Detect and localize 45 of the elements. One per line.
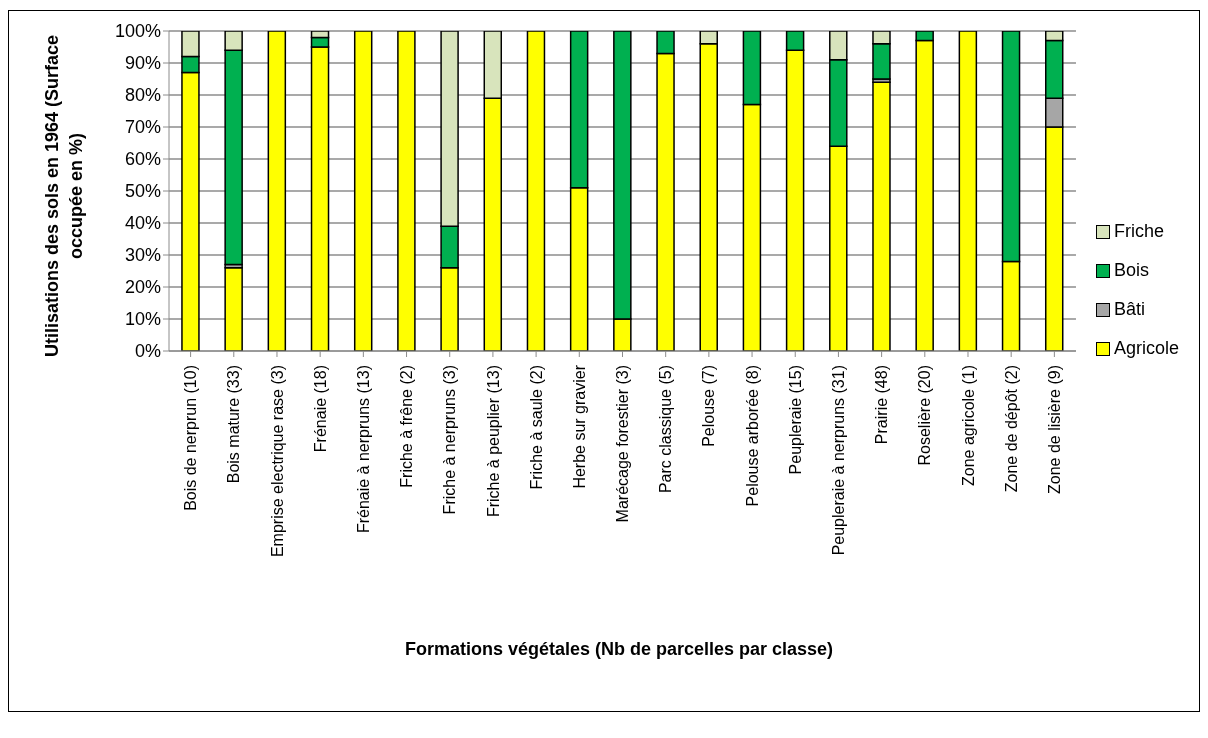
x-tick-label: Pelouse arborée (8) xyxy=(743,365,761,507)
x-tick-label: Peupleraie à nerpruns (31) xyxy=(830,365,848,556)
x-tick-label: Prairie (48) xyxy=(873,365,891,445)
x-tick-label: Zone de dépôt (2) xyxy=(1002,365,1020,493)
x-tick-label: Pelouse (7) xyxy=(700,365,718,447)
y-tick-label: 70% xyxy=(124,117,161,138)
x-tick-label: Zone agricole (1) xyxy=(959,365,977,486)
y-tick-label: 50% xyxy=(124,181,161,202)
x-tick-label: Bois mature (33) xyxy=(225,365,243,484)
x-axis-title: Formations végétales (Nb de parcelles par classe) xyxy=(403,639,835,660)
x-tick-label: Bois de nerprun (10) xyxy=(182,365,200,511)
y-tick-label: 0% xyxy=(134,341,161,362)
x-tick-label: Friche à peuplier (13) xyxy=(484,365,502,518)
bar xyxy=(224,267,243,351)
bar xyxy=(958,31,978,351)
x-tick-label: Herbe sur gravier xyxy=(570,364,588,489)
legend-label: Bâti xyxy=(1113,299,1145,320)
x-tick-label: Parc classique (5) xyxy=(657,365,675,494)
legend-label: Agricole xyxy=(1113,338,1179,359)
x-tick-label: Roselière (20) xyxy=(916,365,934,466)
y-axis-title: Utilisations des sols en 1964 (Surface occupée en %) xyxy=(41,33,87,360)
y-tick-label: 80% xyxy=(124,85,161,106)
x-tick-label: Friche à frêne (2) xyxy=(398,365,416,488)
y-tick-label: 100% xyxy=(114,21,161,42)
x-tick-label: Frénaie à nerpruns (13) xyxy=(354,365,372,534)
x-tick-label: Peupleraie (15) xyxy=(786,365,804,475)
y-tick-label: 20% xyxy=(124,277,161,298)
bar xyxy=(872,81,891,351)
bar xyxy=(526,31,546,351)
y-tick-label: 10% xyxy=(124,309,161,330)
x-tick-label: Marécage forestier (3) xyxy=(614,365,632,523)
legend-label: Friche xyxy=(1113,221,1164,242)
y-tick-label: 40% xyxy=(124,213,161,234)
x-tick-label: Zone de lisière (9) xyxy=(1045,365,1063,494)
x-tick-label: Emprise electrique rase (3) xyxy=(268,365,286,558)
x-tick-label: Frénaie (18) xyxy=(311,365,329,453)
x-tick-label: Friche à saule (2) xyxy=(527,365,545,490)
x-tick-label: Friche à nerpruns (3) xyxy=(441,365,459,515)
y-tick-label: 60% xyxy=(124,149,161,170)
bar xyxy=(267,31,287,351)
y-tick-label: 30% xyxy=(124,245,161,266)
bar xyxy=(397,31,416,351)
y-tick-label: 90% xyxy=(124,53,161,74)
legend-label: Bois xyxy=(1113,260,1149,281)
bar xyxy=(353,31,373,351)
